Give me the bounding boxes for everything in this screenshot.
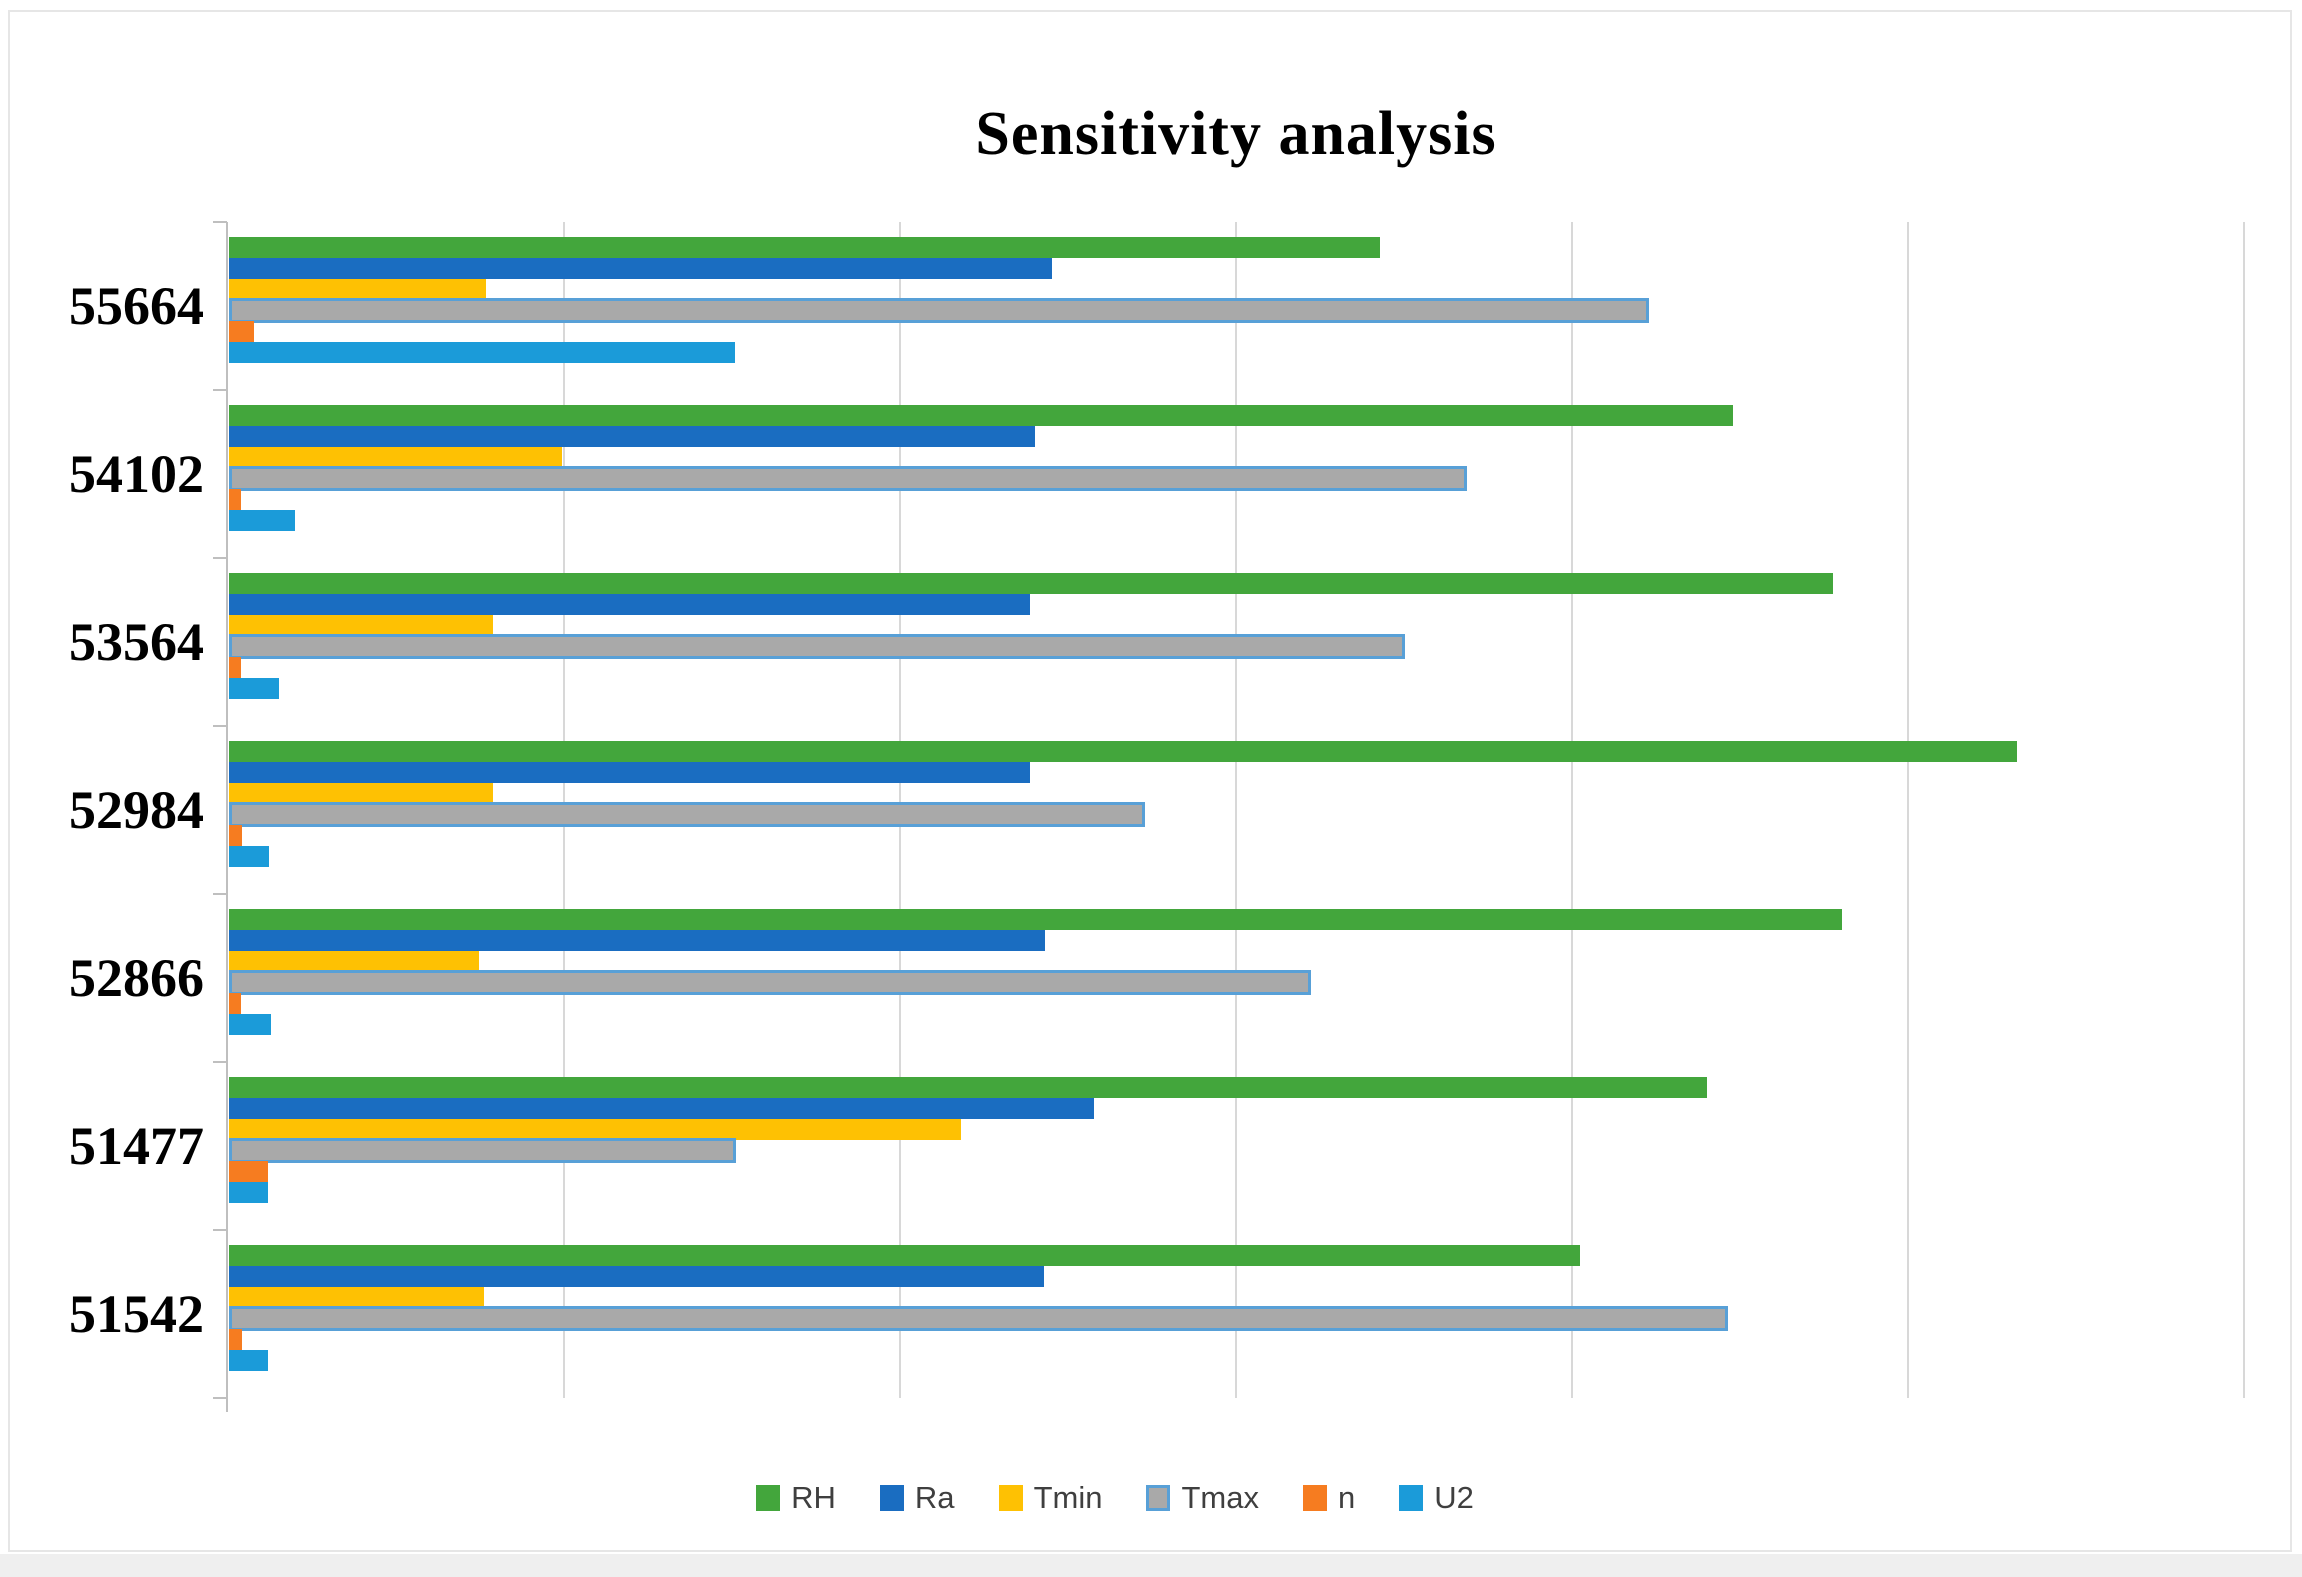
legend-item-RH: RH (756, 1480, 836, 1516)
bar-n-53564 (229, 657, 241, 678)
bar-Tmax-51542 (229, 1306, 1728, 1331)
legend: RH Ra Tmin Tmax n U2 (0, 1468, 2230, 1528)
category-label: 54102 (69, 444, 204, 504)
bar-U2-51477 (229, 1182, 268, 1203)
page-bottom-strip (0, 1554, 2302, 1577)
chart-title: Sensitivity analysis (975, 100, 1497, 168)
bar-Ra-51477 (229, 1098, 1094, 1119)
bar-n-52866 (229, 993, 241, 1014)
bar-RH-52984 (229, 741, 2017, 762)
legend-label-Tmax: Tmax (1181, 1480, 1259, 1515)
bar-Tmin-52866 (229, 951, 479, 972)
legend-swatch-Tmin (998, 1485, 1023, 1511)
bar-Tmax-51477 (229, 1138, 736, 1163)
bar-Ra-51542 (229, 1266, 1044, 1287)
legend-item-Tmax: Tmax (1146, 1480, 1259, 1516)
y-axis-tick (213, 1061, 227, 1063)
legend-label-Tmin: Tmin (1033, 1480, 1103, 1515)
bar-Tmin-51542 (229, 1287, 484, 1308)
bar-n-55664 (229, 321, 254, 342)
bar-Tmin-53564 (229, 615, 493, 636)
bar-RH-51542 (229, 1245, 1580, 1266)
legend-item-Ra: Ra (879, 1480, 955, 1516)
bar-U2-54102 (229, 510, 295, 531)
y-axis-bottom-tick (226, 1398, 228, 1412)
gridline (2243, 222, 2245, 1398)
bar-Ra-52866 (229, 930, 1045, 951)
bar-group-53564 (228, 558, 2244, 726)
bar-Ra-52984 (229, 762, 1030, 783)
bar-Tmin-51477 (229, 1119, 961, 1140)
bar-U2-53564 (229, 678, 279, 699)
legend-label-n: n (1337, 1480, 1356, 1515)
bar-Tmin-55664 (229, 279, 486, 300)
bar-RH-51477 (229, 1077, 1707, 1098)
y-axis-tick (213, 1397, 227, 1399)
bar-group-51542 (228, 1230, 2244, 1398)
legend-item-n: n (1302, 1480, 1356, 1516)
bar-n-52984 (229, 825, 242, 846)
bar-Ra-53564 (229, 594, 1030, 615)
bar-group-54102 (228, 390, 2244, 558)
category-label: 52984 (69, 780, 204, 840)
bar-RH-52866 (229, 909, 1842, 930)
bar-group-52984 (228, 726, 2244, 894)
gridline (1907, 222, 1909, 1398)
bar-Tmin-54102 (229, 447, 562, 468)
bar-Tmax-55664 (229, 298, 1649, 323)
bar-RH-54102 (229, 405, 1733, 426)
bar-U2-52984 (229, 846, 269, 867)
category-label: 51542 (69, 1284, 204, 1344)
legend-label-U2: U2 (1434, 1480, 1474, 1515)
y-axis-tick (213, 557, 227, 559)
bar-group-51477 (228, 1062, 2244, 1230)
bar-n-54102 (229, 489, 241, 510)
bar-group-52866 (228, 894, 2244, 1062)
bar-Tmin-52984 (229, 783, 493, 804)
bar-Tmax-52984 (229, 802, 1145, 827)
bar-U2-52866 (229, 1014, 271, 1035)
bar-Ra-54102 (229, 426, 1035, 447)
bar-Tmax-54102 (229, 466, 1467, 491)
legend-label-RH: RH (791, 1480, 836, 1515)
legend-swatch-U2 (1399, 1485, 1424, 1511)
y-axis-tick (213, 221, 227, 223)
bar-group-55664 (228, 222, 2244, 390)
bar-Ra-55664 (229, 258, 1052, 279)
bar-Tmax-52866 (229, 970, 1311, 995)
gridline (1571, 222, 1573, 1398)
y-axis-tick (213, 389, 227, 391)
legend-item-Tmin: Tmin (998, 1480, 1103, 1516)
bar-U2-51542 (229, 1350, 268, 1371)
bar-n-51477 (229, 1161, 268, 1182)
gridline (1235, 222, 1237, 1398)
legend-swatch-n (1302, 1485, 1327, 1511)
bar-RH-53564 (229, 573, 1833, 594)
legend-swatch-Tmax (1146, 1485, 1171, 1511)
category-label: 55664 (69, 276, 204, 336)
legend-swatch-Ra (879, 1485, 904, 1511)
legend-label-Ra: Ra (914, 1480, 955, 1515)
bar-n-51542 (229, 1329, 242, 1350)
y-axis-tick (213, 725, 227, 727)
bar-U2-55664 (229, 342, 735, 363)
bar-Tmax-53564 (229, 634, 1405, 659)
y-axis-line (226, 222, 228, 1398)
category-label: 53564 (69, 612, 204, 672)
category-label: 52866 (69, 948, 204, 1008)
bar-RH-55664 (229, 237, 1380, 258)
legend-item-U2: U2 (1399, 1480, 1474, 1516)
plot-area (213, 221, 2245, 1412)
legend-swatch-RH (756, 1485, 781, 1511)
y-axis-tick (213, 893, 227, 895)
category-label: 51477 (69, 1116, 204, 1176)
y-axis-tick (213, 1229, 227, 1231)
